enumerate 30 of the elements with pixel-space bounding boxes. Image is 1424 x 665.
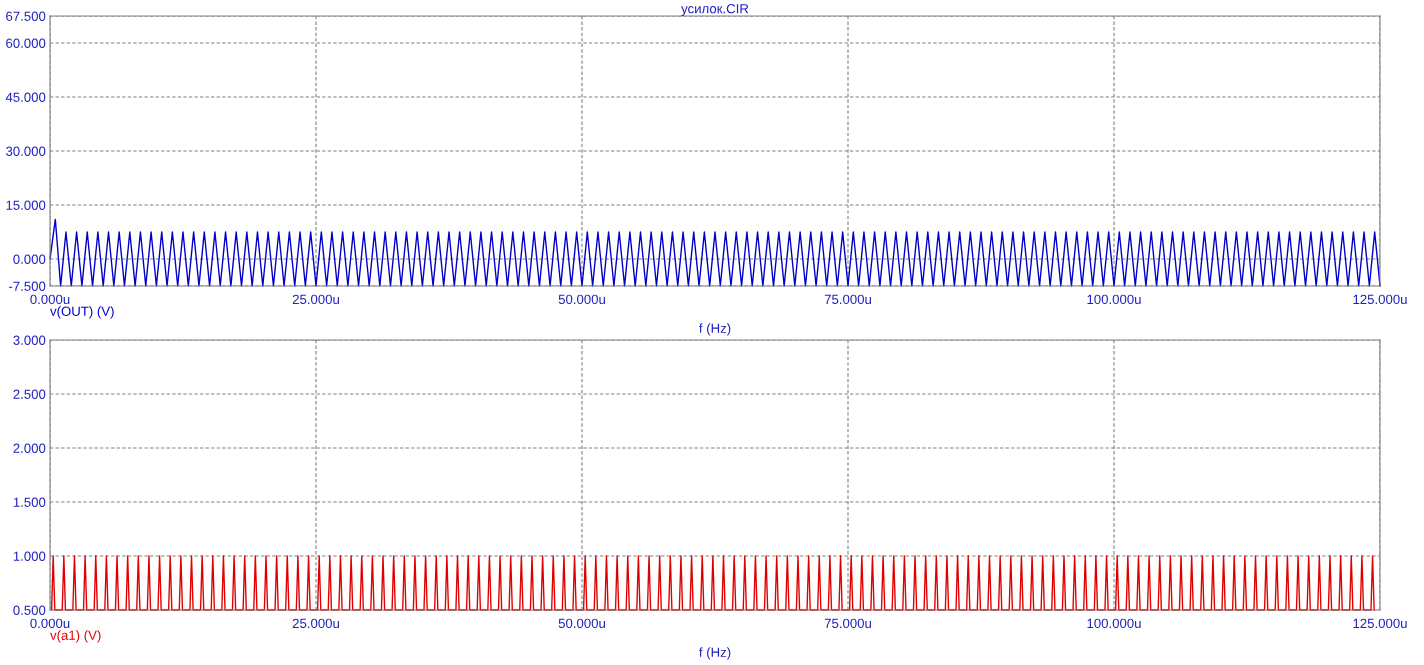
x-tick-label: 50.000u: [558, 294, 605, 305]
y-tick-label: 60.000: [6, 38, 46, 48]
y-tick-label: 2.500: [13, 389, 46, 399]
y-tick-label: 0.500: [13, 605, 46, 615]
x-tick-label: 0.000u: [30, 294, 70, 305]
y-tick-label: 67.500: [6, 11, 46, 21]
y-tick-label: 15.000: [6, 200, 46, 210]
x-tick-label: 125.000u: [1353, 294, 1407, 305]
x-tick-label: 75.000u: [824, 618, 871, 629]
series-label: v(a1) (V): [50, 630, 101, 643]
x-tick-label: 75.000u: [824, 294, 871, 305]
x-tick-label: 0.000u: [30, 618, 70, 629]
y-tick-label: 2.000: [13, 443, 46, 453]
x-tick-label: 125.000u: [1353, 618, 1407, 629]
x-axis-title: f (Hz): [699, 647, 731, 660]
y-tick-label: 1.000: [13, 551, 46, 561]
y-tick-label: 1.500: [13, 497, 46, 507]
y-tick-label: 0.000: [13, 254, 46, 264]
x-tick-label: 100.000u: [1087, 294, 1141, 305]
y-tick-label: 45.000: [5, 92, 46, 102]
chart-title: усилок.CIR: [681, 4, 749, 16]
y-tick-label: 3.000: [13, 335, 46, 345]
y-tick-label: -7.500: [9, 281, 46, 291]
x-tick-label: 50.000u: [558, 618, 605, 629]
series-label: v(OUT) (V): [50, 306, 114, 319]
y-tick-label: 30.000: [5, 146, 46, 156]
x-tick-label: 25.000u: [292, 294, 339, 305]
x-tick-label: 25.000u: [292, 618, 339, 629]
x-tick-label: 100.000u: [1087, 618, 1141, 629]
x-axis-title: f (Hz): [699, 323, 731, 336]
